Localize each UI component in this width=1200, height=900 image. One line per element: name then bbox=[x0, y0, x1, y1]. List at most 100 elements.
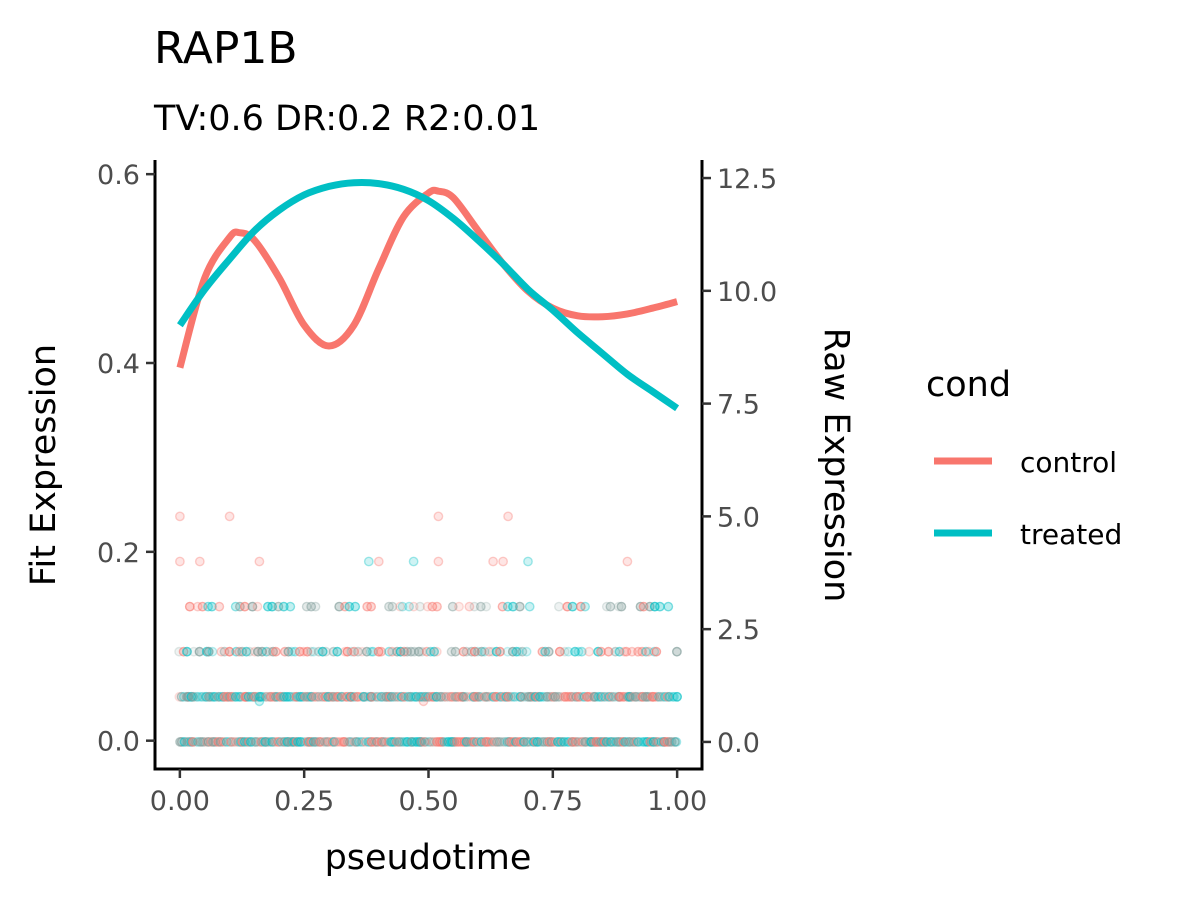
raw-point bbox=[452, 737, 462, 747]
raw-point bbox=[490, 691, 501, 702]
raw-point bbox=[194, 556, 205, 567]
raw-point bbox=[404, 601, 414, 612]
raw-point bbox=[346, 646, 357, 657]
raw-point bbox=[418, 696, 429, 707]
raw-point bbox=[524, 601, 535, 612]
raw-point bbox=[503, 691, 514, 702]
y-right-tick-label: 2.5 bbox=[717, 615, 760, 646]
raw-point bbox=[285, 601, 296, 612]
raw-point bbox=[651, 691, 662, 702]
raw-point bbox=[320, 691, 331, 702]
raw-point bbox=[356, 737, 367, 747]
raw-point bbox=[346, 691, 357, 702]
raw-point bbox=[243, 691, 254, 702]
raw-point bbox=[598, 691, 608, 702]
raw-point bbox=[519, 737, 529, 747]
axes-layer: 0.00 0.25 0.50 0.75 1.00 0.0 0.2 0.4 0.6 0.0 2.5 5.… bbox=[97, 160, 777, 817]
raw-point bbox=[535, 691, 545, 702]
raw-point bbox=[461, 737, 472, 747]
raw-point bbox=[660, 691, 670, 702]
raw-point bbox=[582, 691, 593, 702]
raw-point bbox=[386, 691, 397, 702]
raw-point bbox=[408, 691, 418, 702]
raw-point bbox=[255, 691, 266, 702]
raw-point bbox=[253, 737, 264, 747]
raw-point bbox=[206, 601, 217, 612]
raw-point bbox=[506, 691, 516, 702]
raw-point bbox=[219, 737, 230, 747]
y-right-tick-label: 12.5 bbox=[717, 164, 777, 195]
raw-point bbox=[647, 691, 658, 702]
raw-point bbox=[349, 691, 360, 702]
legend: cond control treated bbox=[926, 365, 1122, 551]
raw-point bbox=[174, 556, 185, 567]
raw-point bbox=[662, 691, 673, 702]
raw-point bbox=[469, 646, 480, 657]
raw-point bbox=[481, 601, 492, 612]
raw-point bbox=[427, 601, 438, 612]
raw-point bbox=[619, 646, 630, 657]
chart-subtitle: TV:0.6 DR:0.2 R2:0.01 bbox=[153, 99, 540, 139]
raw-point bbox=[363, 556, 374, 567]
raw-point bbox=[366, 601, 376, 612]
raw-point bbox=[458, 646, 469, 657]
raw-point bbox=[310, 601, 321, 612]
raw-point bbox=[488, 737, 498, 747]
raw-point bbox=[514, 646, 524, 657]
raw-point bbox=[637, 646, 647, 657]
raw-point bbox=[302, 646, 313, 657]
raw-point bbox=[323, 691, 333, 702]
x-tick-label: 0.50 bbox=[398, 786, 458, 817]
raw-point bbox=[366, 691, 377, 702]
raw-point bbox=[425, 737, 436, 747]
raw-point bbox=[214, 601, 225, 612]
raw-point bbox=[593, 646, 603, 657]
raw-point bbox=[447, 601, 458, 612]
raw-point bbox=[187, 737, 198, 747]
raw-point bbox=[468, 737, 479, 747]
raw-point bbox=[239, 601, 250, 612]
raw-point bbox=[411, 691, 422, 702]
raw-point bbox=[283, 646, 294, 657]
raw-point bbox=[580, 601, 590, 612]
raw-point bbox=[481, 691, 492, 702]
raw-point bbox=[443, 691, 454, 702]
raw-point bbox=[659, 737, 670, 747]
raw-point bbox=[472, 737, 482, 747]
raw-point bbox=[563, 646, 574, 657]
raw-point bbox=[479, 646, 490, 657]
raw-point bbox=[419, 737, 430, 747]
raw-point bbox=[633, 737, 644, 747]
raw-point bbox=[234, 601, 245, 612]
raw-point bbox=[301, 601, 312, 612]
raw-point bbox=[671, 737, 682, 747]
raw-point bbox=[579, 691, 590, 702]
x-axis-title: pseudotime bbox=[325, 838, 532, 878]
raw-point bbox=[601, 601, 612, 612]
raw-point bbox=[570, 737, 581, 747]
raw-point bbox=[260, 737, 271, 747]
raw-point bbox=[384, 601, 394, 612]
raw-point bbox=[373, 737, 384, 747]
raw-point bbox=[351, 737, 362, 747]
raw-point bbox=[492, 737, 503, 747]
raw-point bbox=[643, 646, 654, 657]
raw-point bbox=[523, 556, 533, 567]
y-right-tick-label: 5.0 bbox=[717, 502, 760, 533]
raw-point bbox=[306, 691, 317, 702]
raw-point bbox=[498, 556, 508, 567]
raw-point bbox=[570, 646, 580, 657]
raw-point bbox=[616, 601, 627, 612]
raw-point bbox=[436, 691, 446, 702]
raw-point bbox=[257, 646, 267, 657]
raw-point bbox=[475, 601, 486, 612]
raw-point bbox=[295, 691, 306, 702]
raw-point bbox=[431, 646, 442, 657]
raw-point bbox=[311, 691, 321, 702]
y-left-tick-label: 0.6 bbox=[97, 160, 140, 191]
fit-lines-layer bbox=[176, 178, 680, 412]
raw-point bbox=[176, 737, 187, 747]
raw-points-layer bbox=[174, 511, 682, 747]
raw-point bbox=[339, 737, 350, 747]
